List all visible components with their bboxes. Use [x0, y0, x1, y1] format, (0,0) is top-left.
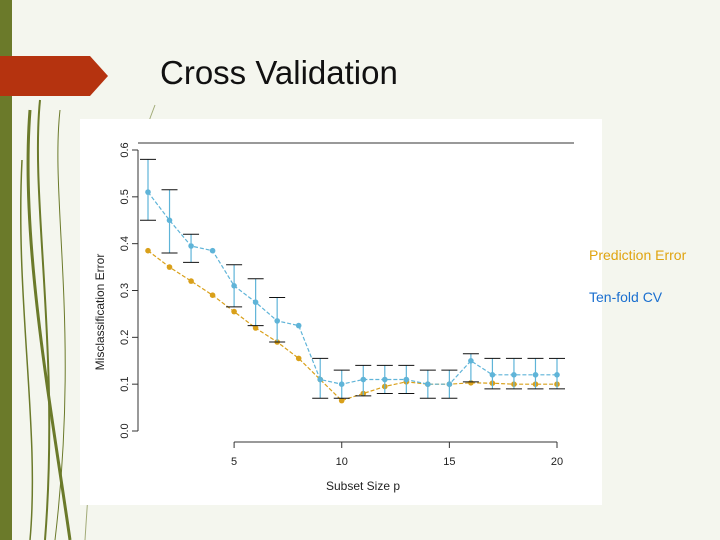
data-point	[166, 264, 173, 270]
data-point	[554, 372, 560, 378]
data-point	[425, 381, 431, 388]
y-tick-label: 0.1	[119, 377, 131, 392]
chart: 0.0 0.1 0.2 0.3 0.4 0.5 0.6 5 10 15 20 Subset Siz…	[93, 142, 574, 493]
flourish-line-decoration	[20, 159, 34, 540]
data-point	[489, 372, 496, 378]
data-point	[317, 376, 323, 383]
data-point	[231, 283, 237, 289]
data-point	[252, 325, 259, 331]
x-axis-label: Subset Size p	[326, 479, 400, 493]
series-line-1	[147, 191, 557, 385]
data-point	[338, 381, 345, 388]
data-point	[468, 358, 474, 364]
chart-panel: 0.0 0.1 0.2 0.3 0.4 0.5 0.6 5 10 15 20 Subset Siz…	[80, 119, 602, 505]
x-tick-label: 20	[551, 456, 563, 468]
data-point	[511, 372, 517, 378]
flourish-line-decoration	[54, 109, 66, 540]
y-tick-label: 0.3	[119, 283, 131, 298]
y-tick-label: 0.6	[119, 142, 131, 157]
slide-title: Cross Validation	[160, 54, 398, 91]
y-axis: 0.0 0.1 0.2 0.3 0.4 0.5 0.6	[119, 142, 574, 439]
y-tick-label: 0.0	[119, 423, 131, 438]
data-point	[360, 376, 367, 383]
data-point	[145, 189, 151, 195]
data-point	[295, 355, 302, 362]
y-tick-label: 0.2	[119, 330, 131, 345]
legend-ten-fold-cv: Ten-fold CV	[589, 289, 663, 305]
data-point	[382, 376, 388, 383]
data-point	[274, 318, 280, 324]
data-point	[209, 247, 216, 254]
title-arrow-marker	[0, 56, 108, 96]
y-tick-label: 0.4	[119, 236, 131, 251]
legend-prediction-error: Prediction Error	[589, 247, 687, 263]
y-tick-label: 0.5	[119, 189, 131, 204]
data-point	[188, 243, 194, 249]
data-point	[446, 381, 453, 388]
flourish-line-decoration	[26, 109, 72, 540]
data-point	[231, 308, 237, 315]
x-axis: 5 10 15 20	[231, 441, 563, 468]
x-tick-label: 10	[336, 456, 348, 468]
data-point	[145, 247, 151, 254]
data-point	[252, 299, 259, 305]
series-line-0	[147, 250, 557, 402]
data-point	[295, 322, 302, 329]
plot-marks	[140, 158, 565, 404]
left-stripe-decoration	[0, 0, 12, 540]
data-point	[532, 372, 539, 378]
data-point	[338, 397, 345, 404]
data-point	[403, 376, 410, 383]
y-axis-label: Misclassification Error	[93, 254, 107, 371]
flourish-line-decoration	[36, 99, 51, 540]
data-point	[209, 292, 216, 298]
x-tick-label: 5	[231, 456, 237, 468]
data-point	[166, 217, 173, 224]
data-point	[188, 278, 194, 284]
x-tick-label: 15	[443, 456, 455, 468]
